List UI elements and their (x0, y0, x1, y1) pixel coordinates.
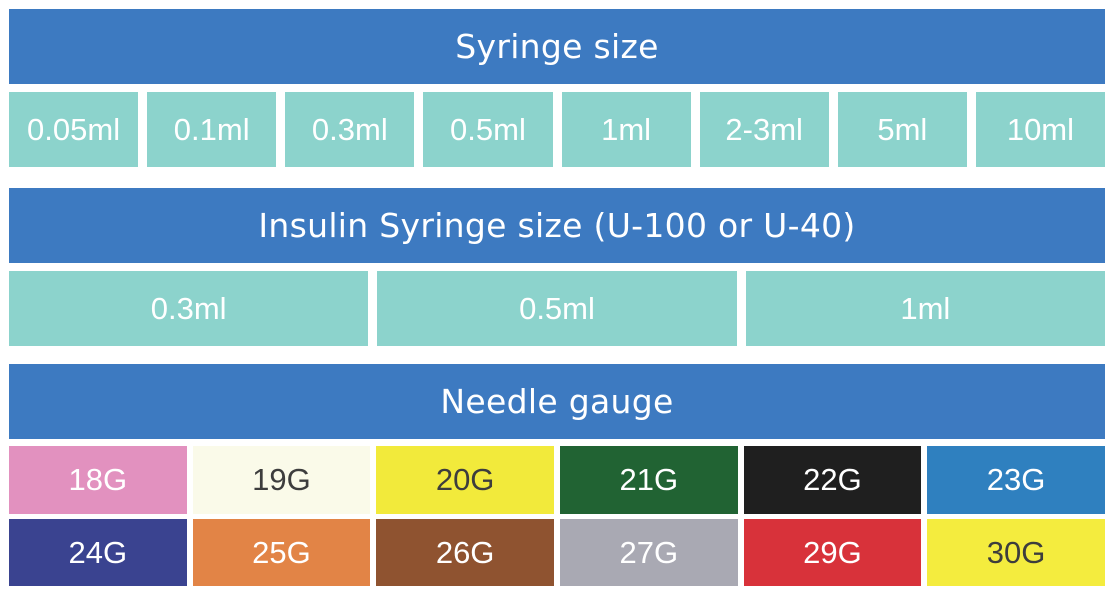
insulin-size-cell: 0.3ml (9, 271, 369, 346)
syringe-size-cell: 5ml (837, 92, 967, 167)
needle-gauge-row-1: 18G 19G 20G 21G 22G 23G (9, 446, 1105, 514)
syringe-size-cell: 0.05ml (9, 92, 139, 167)
insulin-syringe-header: Insulin Syringe size (U-100 or U-40) (9, 188, 1105, 263)
syringe-size-cell: 1ml (561, 92, 691, 167)
syringe-size-row: 0.05ml 0.1ml 0.3ml 0.5ml 1ml 2-3ml 5ml 10ml (9, 92, 1105, 167)
syringe-size-title: Syringe size (455, 27, 659, 66)
needle-gauge-header: Needle gauge (9, 364, 1105, 439)
gauge-cell-25g: 25G (192, 519, 371, 586)
gauge-cell-21g: 21G (559, 446, 738, 514)
insulin-size-cell: 0.5ml (377, 271, 737, 346)
insulin-size-cell: 1ml (745, 271, 1105, 346)
syringe-size-cell: 10ml (975, 92, 1105, 167)
syringe-size-cell: 0.1ml (147, 92, 277, 167)
syringe-size-header: Syringe size (9, 9, 1105, 84)
syringe-size-cell: 0.3ml (285, 92, 415, 167)
insulin-syringe-row: 0.3ml 0.5ml 1ml (9, 271, 1105, 346)
syringe-size-cell: 2-3ml (699, 92, 829, 167)
gauge-cell-20g: 20G (376, 446, 554, 514)
gauge-cell-26g: 26G (376, 519, 554, 586)
gauge-cell-24g: 24G (9, 519, 187, 586)
gauge-cell-30g: 30G (927, 519, 1105, 586)
gauge-cell-23g: 23G (927, 446, 1105, 514)
needle-gauge-row-2: 24G 25G 26G 27G 29G 30G (9, 519, 1105, 586)
gauge-cell-29g: 29G (743, 519, 922, 586)
gauge-cell-19g: 19G (192, 446, 371, 514)
gauge-cell-27g: 27G (559, 519, 738, 586)
gauge-cell-18g: 18G (9, 446, 187, 514)
needle-gauge-title: Needle gauge (440, 382, 674, 421)
gauge-cell-22g: 22G (743, 446, 922, 514)
insulin-syringe-title: Insulin Syringe size (U-100 or U-40) (258, 206, 856, 245)
syringe-size-cell: 0.5ml (423, 92, 553, 167)
